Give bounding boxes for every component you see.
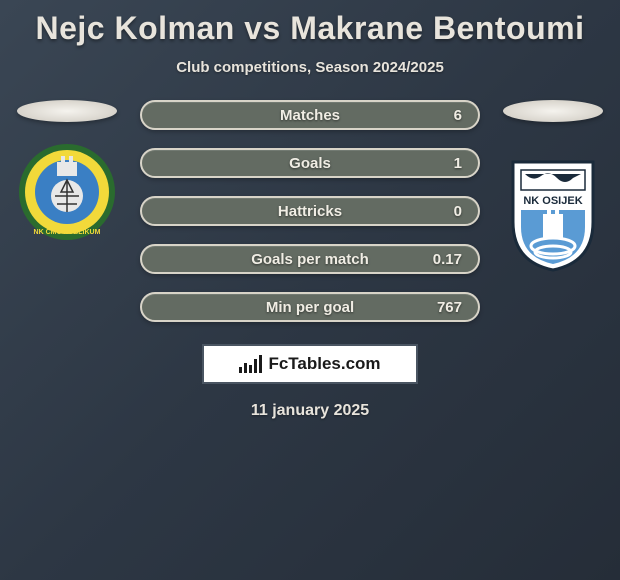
ellipse-placeholder-left — [17, 100, 117, 122]
publikum-badge-icon: NK CMC PUBLIKUM — [17, 142, 117, 242]
stat-value: 767 — [437, 299, 462, 316]
left-player-col: NK CMC PUBLIKUM — [12, 100, 122, 242]
osijek-badge-icon: NK OSIJEK — [503, 152, 603, 272]
stat-row-matches: Matches 6 — [140, 100, 480, 130]
brand-label: FcTables.com — [268, 354, 380, 374]
stat-label: Goals — [289, 155, 331, 172]
right-club-badge: NK OSIJEK — [503, 162, 603, 262]
stat-value: 1 — [454, 155, 462, 172]
stats-column: Matches 6 Goals 1 Hattricks 0 Goals per … — [140, 100, 480, 322]
bar-chart-icon — [239, 355, 262, 373]
page-title: Nejc Kolman vs Makrane Bentoumi — [36, 10, 585, 47]
stat-label: Matches — [280, 107, 340, 124]
stat-value: 0.17 — [433, 251, 462, 268]
right-player-col: NK OSIJEK — [498, 100, 608, 262]
stat-label: Goals per match — [251, 251, 369, 268]
ellipse-placeholder-right — [503, 100, 603, 122]
stat-label: Hattricks — [278, 203, 342, 220]
stat-row-gpm: Goals per match 0.17 — [140, 244, 480, 274]
brand-box[interactable]: FcTables.com — [202, 344, 418, 384]
stat-row-goals: Goals 1 — [140, 148, 480, 178]
stat-label: Min per goal — [266, 299, 354, 316]
svg-text:NK OSIJEK: NK OSIJEK — [523, 195, 582, 207]
date-label: 11 january 2025 — [251, 402, 369, 420]
svg-text:NK CMC PUBLIKUM: NK CMC PUBLIKUM — [34, 229, 101, 236]
left-club-badge: NK CMC PUBLIKUM — [17, 142, 117, 242]
stat-value: 0 — [454, 203, 462, 220]
comparison-card: Nejc Kolman vs Makrane Bentoumi Club com… — [0, 0, 620, 420]
main-area: NK CMC PUBLIKUM Matches 6 Goals 1 Hattri… — [0, 100, 620, 322]
subtitle: Club competitions, Season 2024/2025 — [176, 59, 444, 76]
stat-value: 6 — [454, 107, 462, 124]
stat-row-hattricks: Hattricks 0 — [140, 196, 480, 226]
stat-row-mpg: Min per goal 767 — [140, 292, 480, 322]
